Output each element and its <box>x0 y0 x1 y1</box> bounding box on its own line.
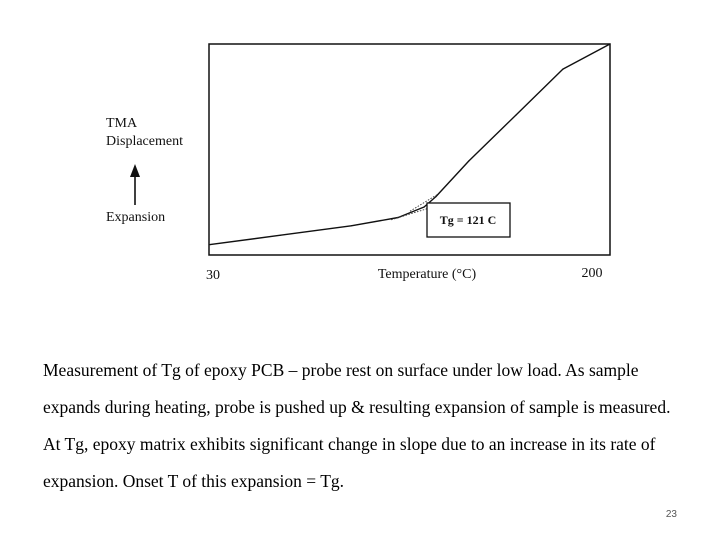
data-point <box>423 206 425 208</box>
x-tick-label-min: 30 <box>206 268 220 283</box>
tg-annotation-label: Tg = 121 C <box>440 213 497 227</box>
y-axis-label-line-1: TMA <box>106 116 138 131</box>
tma-chart: Tg = 121 C 30 200 Temperature (°C) <box>130 43 611 283</box>
data-point <box>435 196 437 198</box>
slide-number: 23 <box>665 509 677 520</box>
series-layer <box>209 43 611 246</box>
x-axis-label: Temperature (°C) <box>378 267 477 282</box>
data-point <box>562 68 564 70</box>
expansion-label: Expansion <box>106 210 166 225</box>
data-point <box>209 244 211 246</box>
data-point <box>350 225 352 227</box>
data-point <box>280 234 282 236</box>
y-axis-label-line-2: Displacement <box>106 134 183 149</box>
data-point <box>515 114 517 116</box>
data-point <box>468 160 470 162</box>
data-point <box>609 43 611 45</box>
x-tick-label-max: 200 <box>582 266 603 281</box>
tg-annotation-box <box>426 202 511 238</box>
caption-text: Measurement of Tg of epoxy PCB – probe r… <box>43 360 671 491</box>
series-line-0 <box>209 43 611 246</box>
tangent-extrapolation-line <box>409 193 439 212</box>
plot-frame <box>208 43 611 256</box>
expansion-arrow-head-icon <box>130 164 140 177</box>
